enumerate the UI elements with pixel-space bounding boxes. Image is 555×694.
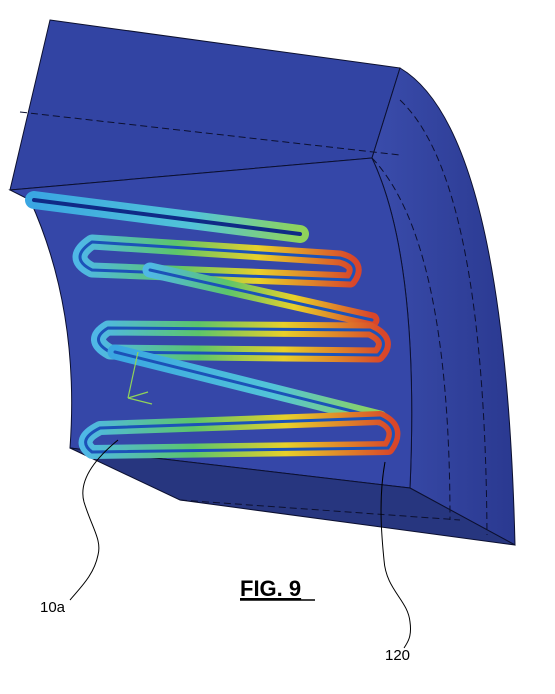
leader-lines <box>69 439 411 649</box>
leader-line-10a <box>69 439 119 601</box>
hidden-edge-top <box>19 111 401 156</box>
hidden-edge-curve-outer <box>399 99 488 536</box>
label-10a: 10a <box>40 599 66 616</box>
channel-loop-1-inner <box>78 240 356 282</box>
leader-line-120 <box>380 461 411 649</box>
channel-link-1-inner <box>148 268 374 322</box>
hidden-edges <box>19 99 488 536</box>
channel-loop-3-inner <box>84 416 395 454</box>
channel-loop-2-inner <box>97 326 385 357</box>
serpentine-channel <box>25 191 401 459</box>
body-bottom-face <box>69 447 516 546</box>
label-120: 120 <box>385 647 410 664</box>
hidden-edge-curve-inner <box>371 157 451 521</box>
coordinate-triad-icon <box>127 351 153 405</box>
hidden-edge-bottom <box>179 499 461 521</box>
figure-title: FIG. 9 <box>240 576 301 601</box>
channel-inlet-inner <box>32 198 302 236</box>
channel-link-2-inner <box>113 350 382 420</box>
